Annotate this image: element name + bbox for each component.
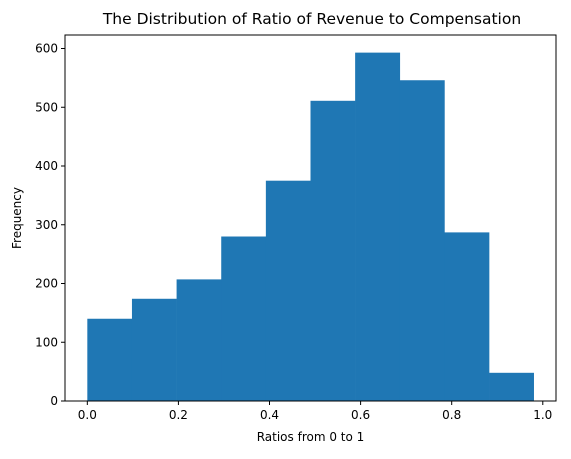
x-tick-label: 0.2 xyxy=(169,408,188,422)
histogram-bar xyxy=(265,180,311,401)
x-tick-label: 0.6 xyxy=(351,408,370,422)
histogram-bar xyxy=(310,100,356,401)
histogram-bar xyxy=(221,236,267,401)
x-tick-label: 0.0 xyxy=(78,408,97,422)
chart-title: The Distribution of Ratio of Revenue to … xyxy=(102,10,521,28)
x-tick-label: 0.8 xyxy=(442,408,461,422)
histogram-bar xyxy=(399,80,445,401)
y-tick-label: 500 xyxy=(35,100,58,114)
x-axis-ticks: 0.0 0.2 0.4 0.6 0.8 1.0 xyxy=(78,401,552,422)
y-tick-label: 600 xyxy=(35,42,58,56)
y-tick-label: 0 xyxy=(50,394,58,408)
x-tick-label: 1.0 xyxy=(533,408,552,422)
histogram-bar xyxy=(355,52,401,402)
histogram-bar xyxy=(131,298,177,401)
y-tick-label: 300 xyxy=(35,218,58,232)
y-axis-label: Frequency xyxy=(10,187,24,249)
y-tick-label: 100 xyxy=(35,335,58,349)
bars-layer xyxy=(87,52,534,402)
histogram-bar xyxy=(489,372,534,401)
histogram-bar xyxy=(176,279,222,401)
plot-frame xyxy=(64,34,557,402)
y-tick-label: 200 xyxy=(35,277,58,291)
histogram-bar xyxy=(87,318,133,401)
y-tick-label: 400 xyxy=(35,159,58,173)
y-axis-ticks: 0 100 200 300 400 500 600 xyxy=(35,42,65,408)
x-tick-label: 0.4 xyxy=(260,408,279,422)
histogram-bar xyxy=(444,232,490,401)
x-axis-label: Ratios from 0 to 1 xyxy=(257,430,365,444)
